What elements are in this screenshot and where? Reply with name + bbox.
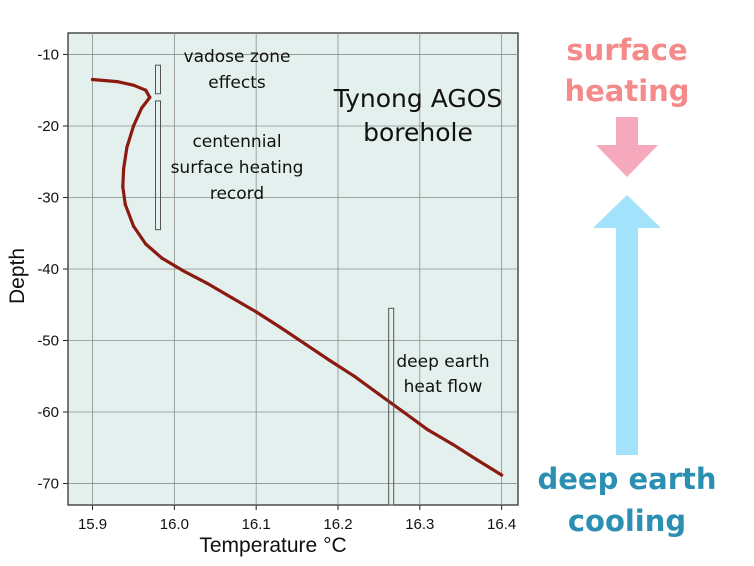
y-tick-label: -20: [37, 118, 59, 135]
data-point: [125, 145, 129, 150]
data-point: [230, 296, 234, 300]
x-axis: 15.9 16.0 16.1 16.2 16.3 16.4: [78, 505, 516, 533]
y-tick-label: -30: [37, 189, 59, 206]
deep-earth-cooling-label-line1: deep earth: [538, 462, 717, 496]
data-point: [254, 310, 258, 314]
x-axis-label: Temperature °C: [199, 534, 346, 557]
data-point: [450, 442, 455, 446]
y-axis: -10 -20 -30 -40 -50 -60 -70: [37, 46, 68, 493]
data-point: [123, 203, 127, 207]
data-point: [140, 106, 144, 110]
data-point: [121, 185, 125, 189]
data-point: [148, 95, 152, 99]
data-point: [115, 80, 119, 84]
y-tick-label: -60: [37, 404, 59, 421]
deep-earth-cooling-arrow-icon: [593, 195, 661, 455]
data-point: [144, 88, 148, 92]
x-tick-label: 16.1: [242, 516, 271, 533]
y-tick-label: -40: [37, 261, 59, 278]
x-tick-label: 15.9: [78, 516, 107, 533]
annotation-deep-line1: deep earth: [396, 352, 489, 372]
data-point: [90, 77, 95, 82]
series-group: [90, 77, 504, 477]
data-point: [160, 256, 164, 260]
annotation-bracket: [155, 100, 161, 231]
annotation-deep-line2: heat flow: [404, 377, 483, 397]
y-tick-label: -50: [37, 333, 59, 350]
x-tick-label: 16.2: [323, 516, 352, 533]
annotation-bracket: [155, 64, 161, 95]
annotation-borehole-line1: Tynong AGOS: [333, 84, 503, 113]
data-point: [122, 167, 126, 171]
surface-heating-arrow-icon: [596, 117, 658, 177]
data-point: [377, 392, 381, 396]
data-point: [401, 410, 406, 414]
annotation-bracket: [388, 307, 395, 506]
x-tick-label: 16.0: [160, 516, 189, 533]
data-point: [328, 358, 332, 363]
data-point: [475, 458, 479, 462]
annotation-vadose-line1: vadose zone: [184, 47, 291, 67]
data-point: [279, 326, 283, 330]
deep-earth-cooling-label-line2: cooling: [568, 504, 686, 538]
data-point: [180, 268, 185, 273]
surface-heating-label-line1: surface: [566, 33, 687, 67]
data-point: [500, 473, 504, 477]
data-point: [144, 242, 148, 246]
data-point: [426, 428, 430, 432]
data-point: [131, 83, 136, 87]
x-tick-label: 16.3: [405, 516, 434, 533]
annotation-vadose-line2: effects: [208, 73, 266, 93]
grid: [68, 33, 518, 505]
data-point: [131, 224, 136, 228]
temperature-depth-line: [90, 77, 504, 477]
data-point: [131, 124, 136, 128]
annotation-centennial-line2: surface heating: [171, 158, 304, 178]
y-tick-label: -10: [37, 46, 59, 63]
data-point: [205, 281, 209, 285]
y-tick-label: -70: [37, 476, 59, 493]
y-axis-label: Depth: [6, 248, 29, 304]
surface-heating-label-line2: heating: [564, 74, 689, 108]
x-tick-label: 16.4: [487, 516, 516, 533]
annotation-brackets: [155, 64, 395, 506]
annotation-borehole-line2: borehole: [363, 118, 473, 147]
annotation-centennial-line1: centennial: [192, 132, 281, 152]
data-point: [352, 374, 356, 378]
data-point: [303, 342, 307, 346]
annotation-centennial-line3: record: [210, 184, 264, 204]
